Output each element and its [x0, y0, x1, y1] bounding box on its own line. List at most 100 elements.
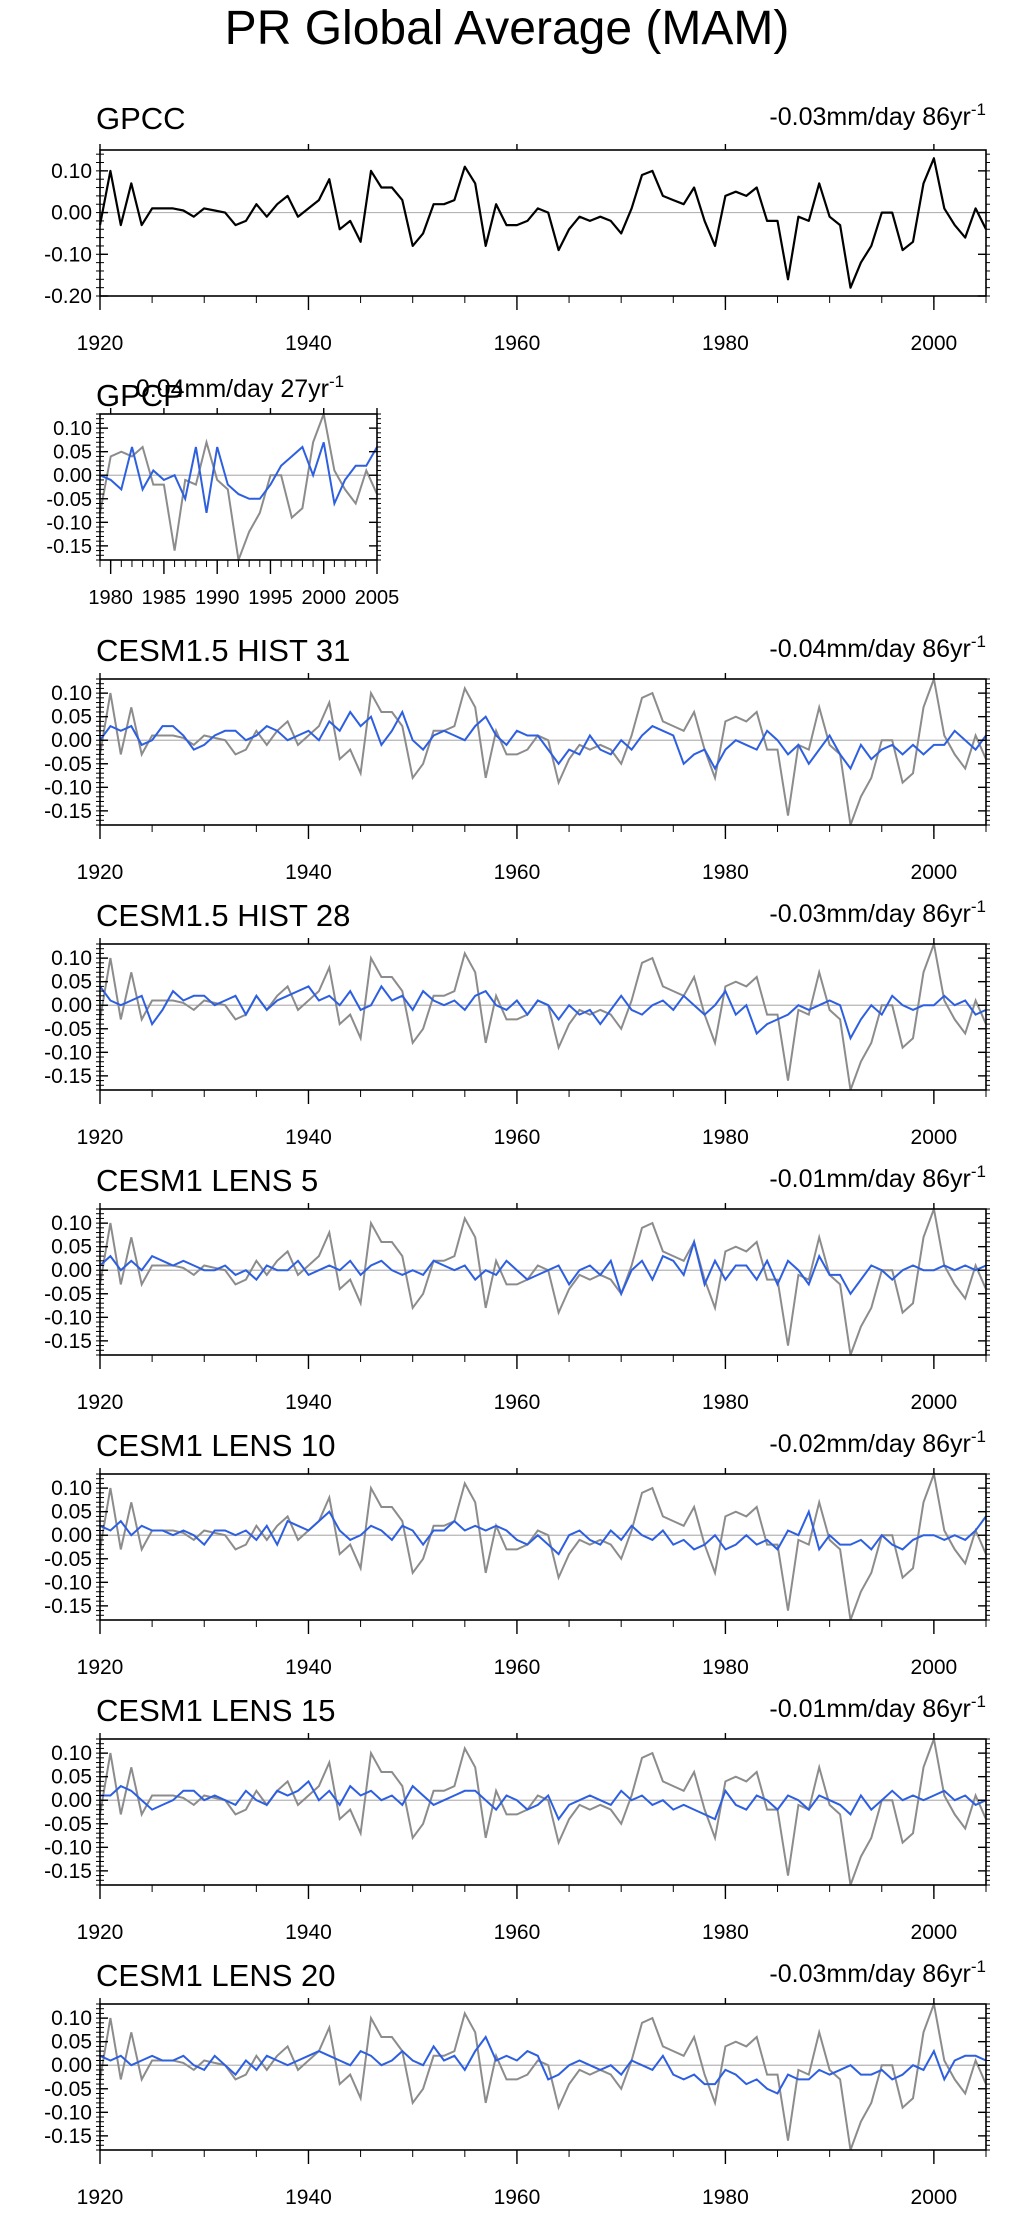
x-tick-label: 1995	[248, 587, 293, 609]
obs-overlay-line	[99, 675, 987, 826]
y-tick-label: -0.10	[44, 1306, 92, 1329]
series-line	[99, 1508, 987, 1556]
x-tick-label: 1960	[494, 1921, 541, 1944]
y-tick-label: 0.10	[51, 682, 92, 705]
x-tick-label: 1960	[494, 1391, 541, 1414]
y-tick-label: -0.10	[44, 1836, 92, 1859]
y-tick-label: 0.05	[51, 1501, 92, 1524]
y-tick-label: 0.10	[51, 1477, 92, 1500]
plot-frame	[99, 2003, 987, 2151]
series-line	[99, 2035, 987, 2095]
chart-panel-6: CESM1 LENS 10 -0.02mm/day 86yr-1 0.100.050…	[44, 1427, 990, 1679]
x-tick-label: 1920	[77, 332, 124, 355]
trend-label: -0.02mm/day 86yr-1	[769, 1427, 986, 1458]
x-tick-label: 1940	[285, 861, 332, 884]
x-tick-label: 1980	[702, 2186, 749, 2209]
x-tick-label: 1960	[494, 861, 541, 884]
y-tick-label: -0.05	[44, 1283, 92, 1306]
y-tick-label: 0.05	[51, 1236, 92, 1259]
y-tick-label: 0.00	[51, 994, 92, 1017]
trend-label: -0.04mm/day 86yr-1	[769, 632, 986, 663]
y-tick-label: -0.15	[44, 2125, 92, 2148]
x-tick-label: 1980	[88, 587, 133, 609]
panel-title: GPCP	[96, 378, 184, 413]
plot-frame	[99, 149, 987, 297]
y-tick-label: -0.15	[44, 1595, 92, 1618]
y-tick-label: -0.10	[44, 776, 92, 799]
y-tick-label: 0.10	[51, 1212, 92, 1235]
plot-frame	[99, 1738, 987, 1886]
x-tick-label: 1920	[77, 1656, 124, 1679]
x-tick-label: 2000	[911, 861, 958, 884]
x-tick-label: 2000	[911, 2186, 958, 2209]
obs-overlay-line	[99, 1205, 987, 1356]
plot-frame	[99, 943, 987, 1091]
x-tick-label: 1980	[702, 861, 749, 884]
x-tick-label: 1980	[702, 1126, 749, 1149]
y-tick-label: -0.05	[44, 753, 92, 776]
x-tick-label: 1920	[77, 861, 124, 884]
y-tick-label: 0.10	[51, 947, 92, 970]
trend-label: 0.04mm/day 27yr-1	[136, 372, 344, 403]
y-tick-label: -0.05	[44, 1018, 92, 1041]
panel-title: CESM1 LENS 20	[96, 1958, 336, 1993]
obs-overlay-line	[99, 1470, 987, 1621]
plot-frame	[99, 678, 987, 826]
y-tick-label: 0.00	[51, 1259, 92, 1282]
series-line	[98, 157, 987, 289]
y-tick-label: 0.10	[51, 1742, 92, 1765]
x-tick-label: 1940	[285, 2186, 332, 2209]
x-tick-label: 1980	[702, 1656, 749, 1679]
chart-panel-8: CESM1 LENS 20 -0.03mm/day 86yr-1 0.100.050…	[44, 1957, 990, 2209]
y-tick-label: -0.10	[46, 512, 92, 534]
y-tick-label: 0.05	[53, 442, 92, 464]
figure-title: PR Global Average (MAM)	[225, 2, 790, 55]
x-tick-label: 1920	[77, 1921, 124, 1944]
y-tick-label: 0.00	[51, 202, 92, 225]
trend-label: -0.03mm/day 86yr-1	[769, 1957, 986, 1988]
y-tick-label: -0.05	[44, 1548, 92, 1571]
y-tick-label: 0.05	[51, 971, 92, 994]
panel-title: GPCC	[96, 101, 186, 136]
y-tick-label: 0.10	[51, 160, 92, 183]
y-tick-label: -0.10	[44, 1041, 92, 1064]
panel-title: CESM1 LENS 10	[96, 1428, 336, 1463]
panel-title: CESM1.5 HIST 31	[96, 633, 350, 668]
x-tick-label: 2005	[355, 587, 400, 609]
obs-overlay-line	[99, 940, 987, 1091]
x-tick-label: 1960	[494, 332, 541, 355]
y-tick-label: -0.10	[44, 2101, 92, 2124]
y-tick-label: -0.20	[44, 285, 92, 308]
x-tick-label: 2000	[911, 1391, 958, 1414]
y-tick-label: 0.10	[53, 418, 92, 440]
x-tick-label: 2000	[911, 1126, 958, 1149]
y-tick-label: 0.00	[51, 1789, 92, 1812]
series-line	[99, 1238, 987, 1297]
y-tick-label: -0.05	[44, 1813, 92, 1836]
x-tick-label: 2000	[301, 587, 346, 609]
x-tick-label: 1980	[702, 1391, 749, 1414]
x-tick-label: 1960	[494, 2186, 541, 2209]
y-tick-label: -0.10	[44, 1571, 92, 1594]
series-line	[99, 709, 987, 771]
y-tick-label: -0.15	[44, 1065, 92, 1088]
y-tick-label: -0.15	[44, 1330, 92, 1353]
x-tick-label: 1980	[702, 1921, 749, 1944]
x-tick-label: 2000	[911, 1921, 958, 1944]
y-tick-label: -0.05	[46, 489, 92, 511]
panel-title: CESM1 LENS 15	[96, 1693, 336, 1728]
trend-label: -0.03mm/day 86yr-1	[769, 897, 986, 928]
y-tick-label: -0.10	[44, 243, 92, 266]
series-line	[100, 1779, 987, 1822]
series-line	[99, 441, 378, 514]
panel-title: CESM1.5 HIST 28	[96, 898, 350, 933]
plot-frame	[99, 1473, 987, 1621]
chart-panel-7: CESM1 LENS 15 -0.01mm/day 86yr-1 0.100.050…	[44, 1692, 990, 1944]
y-tick-label: -0.05	[44, 2078, 92, 2101]
plot-frame	[99, 1208, 987, 1356]
y-tick-label: 0.00	[51, 2054, 92, 2077]
trend-label: -0.03mm/day 86yr-1	[769, 100, 986, 131]
x-tick-label: 2000	[911, 1656, 958, 1679]
